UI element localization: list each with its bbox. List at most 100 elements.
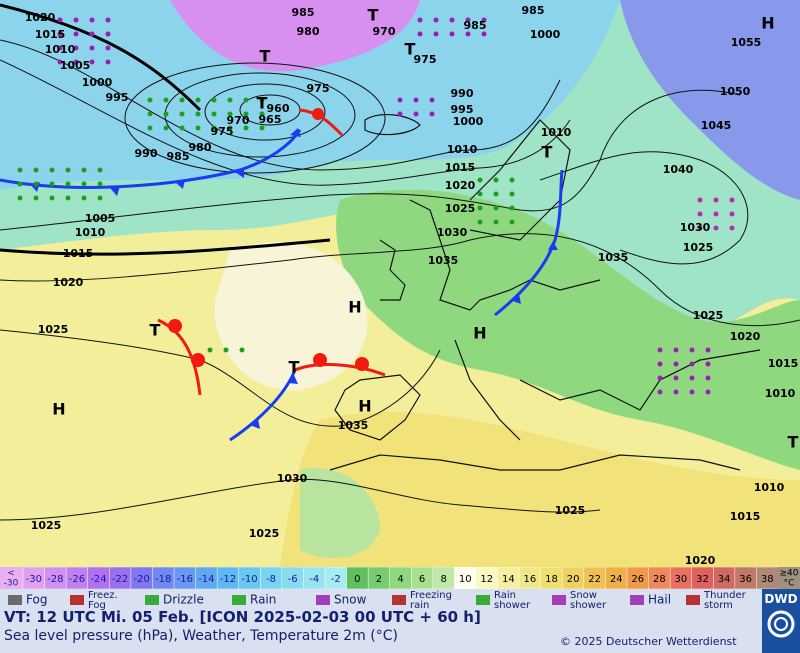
isobar-label: 985 xyxy=(167,150,190,163)
scale-label: -18 xyxy=(155,574,171,585)
isobar-label: 1040 xyxy=(663,163,694,176)
scale-label: -30 xyxy=(26,574,42,585)
legend-label: storm xyxy=(704,600,733,611)
weather-dot xyxy=(259,97,265,103)
valid-time: VT: 12 UTC Mi. 05 Feb. [ICON 2025-02-03 … xyxy=(4,608,481,626)
pressure-center: H xyxy=(473,324,486,343)
weather-dot xyxy=(509,205,515,211)
weather-dot xyxy=(89,17,95,23)
iceland xyxy=(364,113,421,136)
weather-dot xyxy=(697,197,703,203)
weather-dot xyxy=(89,31,95,37)
weather-dot xyxy=(259,111,265,117)
weather-dot xyxy=(397,97,403,103)
legend-label: Fog xyxy=(88,600,106,611)
weather-dot xyxy=(57,31,63,37)
scale-label: -28 xyxy=(47,574,63,585)
weather-dot xyxy=(657,347,663,353)
africa-region xyxy=(280,411,800,567)
warm-front xyxy=(157,108,386,396)
scale-label: ≥40 xyxy=(780,569,799,579)
weather-dot xyxy=(239,347,245,353)
weather-legend: Fog Freez.Fog Drizzle Rain Snow FreezingrainR… xyxy=(8,590,747,611)
weather-dot xyxy=(147,97,153,103)
pressure-center: H xyxy=(761,14,774,33)
weather-dot xyxy=(705,347,711,353)
temperature-scale: <-30 -30 -28 -26 -24 -22 -20 -18 -16 -14 -12 -10 -8-… xyxy=(0,567,800,589)
weather-dot xyxy=(509,219,515,225)
isobar-label: 1050 xyxy=(720,85,751,98)
pressure-center: T xyxy=(150,321,161,340)
isobar-label: 1015 xyxy=(730,510,761,523)
scale-label: -4 xyxy=(309,574,319,585)
weather-dot xyxy=(105,59,111,65)
legend-label: Freezing xyxy=(410,590,452,601)
pressure-center: T xyxy=(289,358,300,377)
scale-label: 28 xyxy=(653,574,666,585)
weather-dot xyxy=(227,111,233,117)
scale-label: 4 xyxy=(397,574,403,585)
scale-label: -16 xyxy=(177,574,193,585)
weather-dot xyxy=(413,111,419,117)
weather-dot xyxy=(97,167,103,173)
weather-dot xyxy=(65,181,71,187)
weather-dot xyxy=(729,197,735,203)
scale-cell xyxy=(0,567,23,589)
isobar-label: 1015 xyxy=(768,357,799,370)
weather-dot xyxy=(17,181,23,187)
coastline xyxy=(329,119,761,471)
scale-label: -8 xyxy=(266,574,276,585)
weather-dot xyxy=(49,181,55,187)
weather-dot xyxy=(713,225,719,231)
very-cold-region xyxy=(170,0,420,72)
isobar-label: 965 xyxy=(259,113,282,126)
isobar-label: 1020 xyxy=(53,276,84,289)
scale-label: 22 xyxy=(588,574,601,585)
pressure-center: T xyxy=(788,433,799,452)
scale-label: -24 xyxy=(90,574,106,585)
scale-label: -14 xyxy=(198,574,214,585)
weather-dot xyxy=(689,361,695,367)
scale-label: °C xyxy=(784,579,795,589)
scale-label: 20 xyxy=(567,574,580,585)
weather-dot xyxy=(397,111,403,117)
pressure-center: H xyxy=(358,397,371,416)
weather-dot xyxy=(105,45,111,51)
weather-dot xyxy=(493,205,499,211)
weather-dot xyxy=(243,125,249,131)
scale-label: 10 xyxy=(459,574,472,585)
weather-dot xyxy=(73,59,79,65)
logo-icon xyxy=(767,610,795,638)
weather-dot xyxy=(105,31,111,37)
isobars xyxy=(0,39,800,521)
isobar-label: 975 xyxy=(211,125,234,138)
scale-label: 0 xyxy=(354,574,360,585)
legend-icon xyxy=(8,595,22,605)
isobar-label: 995 xyxy=(451,103,474,116)
pressure-center: T xyxy=(260,47,271,66)
legend-label: rain xyxy=(410,600,429,611)
scale-cell xyxy=(778,567,800,589)
weather-dot xyxy=(477,191,483,197)
isobar-label: 1000 xyxy=(530,28,561,41)
weather-dot xyxy=(163,111,169,117)
weather-dot xyxy=(211,111,217,117)
weather-dot xyxy=(227,97,233,103)
legend-label: Fog xyxy=(26,593,47,607)
cold-front xyxy=(0,129,302,189)
scale-label: 8 xyxy=(440,574,446,585)
weather-symbols xyxy=(17,17,735,395)
weather-dot xyxy=(97,195,103,201)
isobar-label: 980 xyxy=(297,25,320,38)
scale-label: 34 xyxy=(718,574,731,585)
weather-dot xyxy=(429,97,435,103)
legend-icon xyxy=(630,595,644,605)
isobar-label: 1005 xyxy=(60,59,91,72)
front-semicircles xyxy=(168,108,369,371)
isobar-label: 995 xyxy=(106,91,129,104)
isobar-label: 980 xyxy=(189,141,212,154)
legend-label: Snow xyxy=(570,590,597,601)
isobar-label: 1010 xyxy=(447,143,478,156)
weather-dot xyxy=(493,191,499,197)
